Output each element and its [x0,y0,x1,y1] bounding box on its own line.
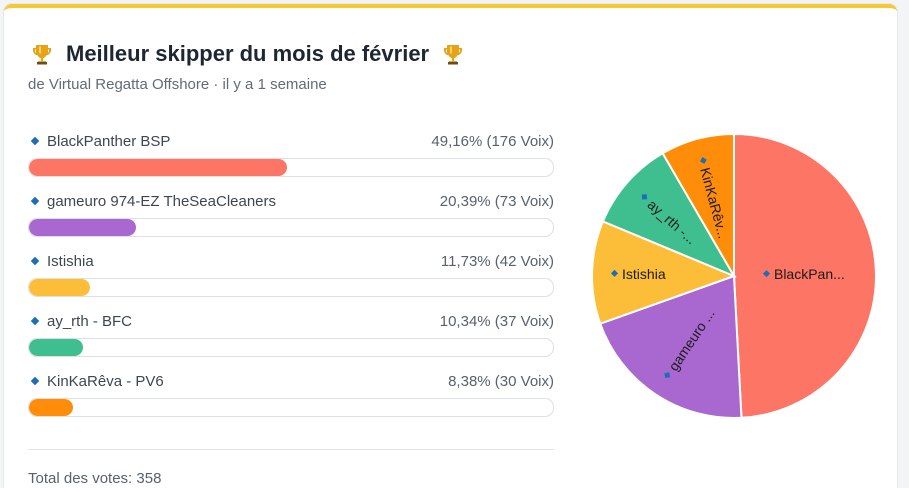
option-bar-fill [29,279,91,296]
diamond-icon [30,316,40,326]
trophy-icon [444,45,463,65]
option-bar [28,218,554,237]
option-bar [28,398,554,417]
diamond-icon [699,157,707,164]
poll-option[interactable]: gameuro 974-EZ TheSeaCleaners 20,39% (73… [28,190,554,250]
poll-option[interactable]: BlackPanther BSP 49,16% (176 Voix) [28,130,554,190]
poll-option[interactable]: KinKaRêva - PV6 8,38% (30 Voix) [28,370,554,430]
option-name: ay_rth - BFC [47,312,133,330]
option-result: 49,16% (176 Voix) [431,132,554,150]
poll-title: Meilleur skipper du mois de février [66,41,430,66]
option-name: BlackPanther BSP [47,132,171,150]
option-bar [28,158,554,177]
pie-slice[interactable] [591,220,737,325]
diamond-icon [30,376,40,386]
divider [28,449,554,450]
trophy-icon [33,45,51,65]
option-name: KinKaRêva - PV6 [47,372,164,390]
option-result: 20,39% (73 Voix) [439,192,554,210]
option-result: 11,73% (42 Voix) [440,252,554,270]
poll-options: BlackPanther BSP 49,16% (176 Voix) gameu… [28,130,554,430]
pie-slice[interactable] [601,151,737,279]
pie-label-text: BlackPan... [774,266,845,282]
option-bar-fill [29,219,136,236]
poll-subtitle: de Virtual Regatta Offshore · il y a 1 s… [28,76,327,93]
option-bar [28,338,554,357]
poll-option[interactable]: ay_rth - BFC 10,34% (37 Voix) [28,310,554,370]
poll-card: Meilleur skipper du mois de février de V… [4,4,897,488]
pie-label: BlackPan... [762,266,845,282]
poll-title-row: Meilleur skipper du mois de février [30,38,465,70]
diamond-icon [30,256,40,266]
option-result: 10,34% (37 Voix) [439,312,554,330]
option-bar-fill [29,339,84,356]
option-result: 8,38% (30 Voix) [448,372,554,390]
diamond-icon [30,136,40,146]
option-name: Istishia [47,252,94,270]
diamond-icon [664,372,671,379]
option-name: gameuro 974-EZ TheSeaCleaners [47,192,277,210]
pie-label-text: Istishia [622,266,666,282]
diamond-icon [30,196,40,206]
option-bar-fill [29,159,287,176]
pie-slice[interactable] [733,132,877,419]
poll-option[interactable]: Istishia 11,73% (42 Voix) [28,250,554,310]
option-bar [28,278,554,297]
diamond-icon [641,194,648,200]
total-votes: Total des votes: 358 [28,470,162,487]
pie-slice[interactable] [661,132,735,280]
option-bar-fill [29,399,73,416]
